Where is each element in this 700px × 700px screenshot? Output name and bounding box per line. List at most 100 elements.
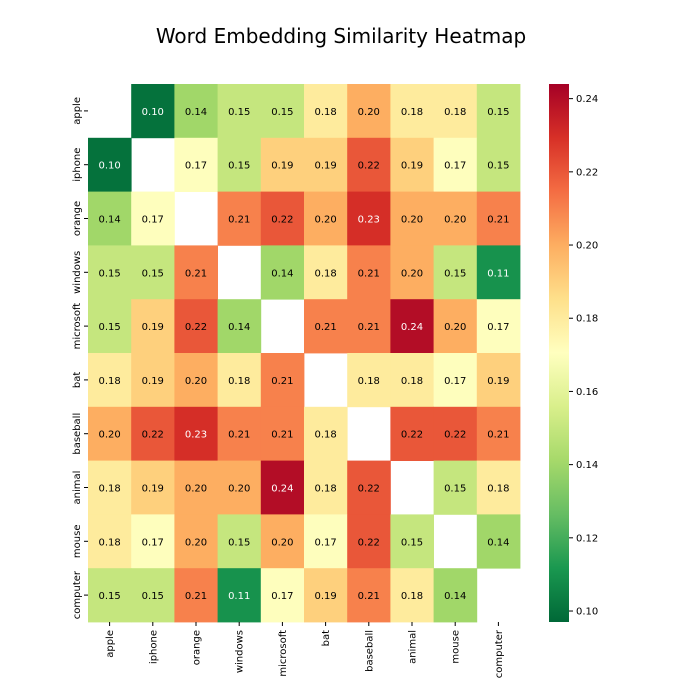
heatmap-cell xyxy=(304,191,348,246)
cell-value-label: 0.20 xyxy=(401,215,423,226)
x-tick-label: orange xyxy=(192,630,203,665)
cell-value-label: 0.18 xyxy=(98,484,120,495)
cell-value-label: 0.18 xyxy=(98,537,120,548)
cell-value-label: 0.17 xyxy=(142,215,164,226)
heatmap-cell xyxy=(347,245,391,300)
cell-value-label: 0.21 xyxy=(358,322,380,333)
cell-value-label: 0.18 xyxy=(228,376,250,387)
cell-value-label: 0.19 xyxy=(271,161,293,172)
cell-value-label: 0.20 xyxy=(185,484,207,495)
heatmap-cell xyxy=(88,299,132,354)
cell-value-label: 0.22 xyxy=(271,215,293,226)
x-tick-label: iphone xyxy=(148,630,159,664)
heatmap-cell xyxy=(390,191,434,246)
heatmap-cell xyxy=(304,460,348,515)
heatmap-cell xyxy=(174,568,218,623)
heatmap-cell xyxy=(347,514,391,569)
cell-value-label: 0.20 xyxy=(444,322,466,333)
heatmap-cell xyxy=(304,406,348,461)
heatmap-cell xyxy=(390,137,434,192)
cell-value-label: 0.14 xyxy=(185,107,207,118)
heatmap-cell xyxy=(476,353,521,408)
cell-value-label: 0.22 xyxy=(358,161,380,172)
heatmap-cell xyxy=(260,460,305,515)
colorbar-tick-label: 0.10 xyxy=(576,607,598,618)
heatmap-cell xyxy=(131,514,175,569)
heatmap-cell xyxy=(217,568,262,623)
heatmap-cell xyxy=(390,353,434,408)
cell-value-label: 0.24 xyxy=(401,322,423,333)
heatmap-cell xyxy=(390,406,434,461)
heatmap-cell xyxy=(217,191,262,246)
cell-value-label: 0.15 xyxy=(401,537,423,548)
heatmap-cell xyxy=(217,460,262,515)
cell-value-label: 0.22 xyxy=(185,322,207,333)
y-tick-label: computer xyxy=(72,570,83,619)
cell-value-label: 0.21 xyxy=(271,430,293,441)
y-tick-label: orange xyxy=(72,201,83,236)
colorbar xyxy=(549,84,569,622)
heatmap-cell xyxy=(304,84,348,139)
cell-value-label: 0.10 xyxy=(98,161,120,172)
x-tick-label: mouse xyxy=(451,630,462,664)
heatmap-cell xyxy=(174,84,218,139)
heatmap-cell xyxy=(217,84,262,139)
cell-value-label: 0.15 xyxy=(444,484,466,495)
cell-value-label: 0.21 xyxy=(358,268,380,279)
cell-value-label: 0.15 xyxy=(271,107,293,118)
y-tick-label: windows xyxy=(72,251,83,294)
heatmap-cell xyxy=(88,191,132,246)
x-tick-label: microsoft xyxy=(278,630,289,677)
heatmap-cell xyxy=(217,137,262,192)
cell-value-label: 0.15 xyxy=(487,161,509,172)
colorbar-tick-label: 0.22 xyxy=(576,167,598,178)
heatmap-cell xyxy=(88,514,132,569)
cell-value-label: 0.14 xyxy=(271,268,293,279)
heatmap-cell xyxy=(260,137,305,192)
cell-value-label: 0.19 xyxy=(142,484,164,495)
heatmap-cell xyxy=(88,353,132,408)
cell-value-label: 0.15 xyxy=(98,322,120,333)
cell-value-label: 0.24 xyxy=(271,484,293,495)
cell-value-label: 0.21 xyxy=(358,591,380,602)
cell-value-label: 0.23 xyxy=(185,430,207,441)
heatmap-cell xyxy=(260,84,305,139)
heatmap-cell xyxy=(347,137,391,192)
cell-value-label: 0.15 xyxy=(142,591,164,602)
cell-value-label: 0.21 xyxy=(487,215,509,226)
cell-value-label: 0.22 xyxy=(358,484,380,495)
colorbar-tick-label: 0.20 xyxy=(576,241,598,252)
cell-value-label: 0.21 xyxy=(228,430,250,441)
y-tick-label: bat xyxy=(72,372,83,388)
cell-value-label: 0.21 xyxy=(487,430,509,441)
heatmap-cell xyxy=(131,460,175,515)
heatmap-cell xyxy=(217,299,262,354)
cell-value-label: 0.19 xyxy=(487,376,509,387)
heatmap-cell xyxy=(476,137,521,192)
cell-value-label: 0.20 xyxy=(444,215,466,226)
heatmap-cell xyxy=(433,84,478,139)
heatmap-cell xyxy=(304,137,348,192)
colorbar-tick-label: 0.18 xyxy=(576,314,598,325)
heatmap-cell xyxy=(88,568,132,623)
cell-value-label: 0.15 xyxy=(444,268,466,279)
cell-value-label: 0.17 xyxy=(271,591,293,602)
cell-value-label: 0.15 xyxy=(487,107,509,118)
heatmap-cell xyxy=(88,245,132,300)
heatmap-cell xyxy=(476,299,521,354)
cell-value-label: 0.14 xyxy=(444,591,466,602)
cell-value-label: 0.15 xyxy=(228,537,250,548)
heatmap-cell xyxy=(174,245,218,300)
heatmap-cell xyxy=(260,245,305,300)
cell-value-label: 0.17 xyxy=(185,161,207,172)
heatmap-cell xyxy=(347,84,391,139)
cell-value-label: 0.20 xyxy=(271,537,293,548)
cell-value-label: 0.17 xyxy=(444,376,466,387)
y-tick-label: baseball xyxy=(72,413,83,455)
cell-value-label: 0.22 xyxy=(142,430,164,441)
heatmap-cell xyxy=(304,245,348,300)
heatmap-cell xyxy=(260,514,305,569)
cell-value-label: 0.19 xyxy=(314,161,336,172)
cell-value-label: 0.23 xyxy=(358,215,380,226)
